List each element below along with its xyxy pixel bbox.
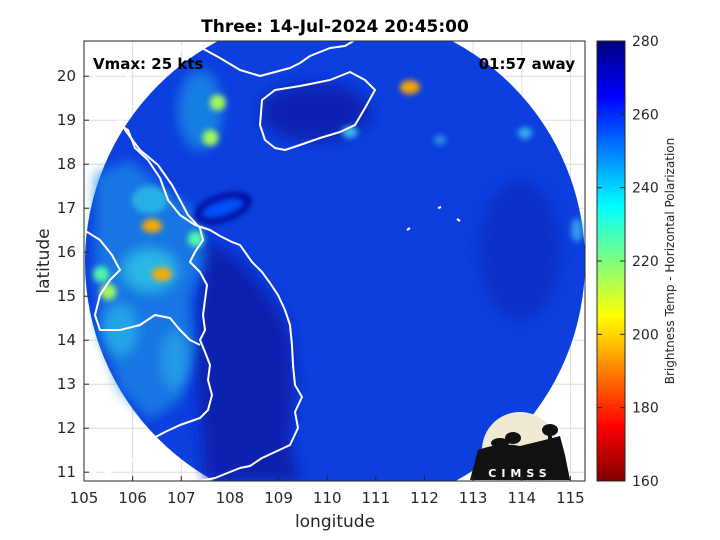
- x-axis-label: longitude: [295, 512, 375, 532]
- swath-dark-gulf: [260, 82, 370, 142]
- swath-cyan-patch-e: [132, 186, 168, 214]
- swath-cyan-patch-g: [518, 127, 532, 139]
- swath-cyan-patch-i: [571, 218, 583, 242]
- islet-c: [456, 218, 461, 222]
- colorbar-tick-label: 200: [632, 327, 659, 343]
- x-axis-ticks: 105 106 107 108 109 110 111 112 113 114 115: [70, 476, 585, 507]
- border-laos-vietnam: [84, 69, 213, 441]
- cimss-logo: CIMSS: [470, 412, 570, 481]
- colorbar-tick-label: 180: [632, 401, 659, 417]
- x-tick-label: 108: [216, 489, 245, 507]
- swath-dark-east: [480, 180, 560, 320]
- colorbar-label: Brightness Temp - Horizontal Polarizatio…: [663, 138, 677, 385]
- logo-tower-tank: [542, 424, 558, 436]
- swath-feature: [201, 197, 244, 219]
- colorbar-ticks: 280 260 240 220 200 180 160: [597, 34, 659, 490]
- islet-b: [437, 206, 442, 209]
- y-tick-label: 19: [57, 111, 76, 129]
- x-tick-label: 114: [507, 489, 536, 507]
- x-tick-label: 107: [167, 489, 196, 507]
- x-tick-label: 112: [410, 489, 439, 507]
- coastline-northwest: [84, 41, 131, 125]
- coastline-hainan: [259, 71, 376, 151]
- x-tick-label: 106: [118, 489, 147, 507]
- colorbar-tick-label: 280: [632, 34, 659, 50]
- y-tick-label: 16: [57, 243, 76, 261]
- swath-cyan-patch-c: [161, 330, 189, 390]
- y-tick-label: 20: [57, 67, 76, 85]
- x-tick-label: 115: [556, 489, 585, 507]
- y-axis-ticks: 11 12 13 14 15 16 17 18 19 20: [57, 67, 89, 481]
- logo-dish-left: [491, 438, 509, 448]
- map-title: Three: 14-Jul-2024 20:45:00: [201, 17, 469, 37]
- swath-dark-coastal-band: [195, 238, 300, 481]
- logo-text: CIMSS: [488, 467, 551, 480]
- coastline-gulf-of-tonkin: [117, 123, 303, 481]
- y-tick-label: 17: [57, 199, 76, 217]
- x-tick-label: 113: [459, 489, 488, 507]
- swath-feature: [151, 267, 172, 282]
- y-tick-label: 13: [57, 375, 76, 393]
- swath-features: [93, 80, 420, 300]
- y-tick-label: 14: [57, 331, 76, 349]
- x-tick-label: 109: [264, 489, 293, 507]
- islet-a: [406, 227, 411, 231]
- border-cambodia: [84, 444, 151, 476]
- plot-area: CIMSS Vmax: 25 kts 01:57 away: [84, 41, 585, 481]
- swath-feature: [209, 94, 226, 111]
- coastlines: [84, 41, 461, 481]
- x-tick-label: 110: [313, 489, 342, 507]
- plot-frame: [83, 40, 586, 482]
- y-tick-label: 11: [57, 463, 76, 481]
- swath-feature: [202, 129, 219, 146]
- swath-cyan-patch-h: [434, 135, 446, 145]
- border-laos-thailand: [84, 229, 201, 346]
- coastline-mainland: [167, 41, 356, 77]
- colorbar-tick-label: 160: [632, 474, 659, 490]
- colorbar-tick-label: 240: [632, 181, 659, 197]
- swath-feature: [399, 80, 420, 95]
- y-tick-label: 18: [57, 155, 76, 173]
- y-axis-label: latitude: [34, 228, 54, 293]
- x-tick-label: 105: [70, 489, 99, 507]
- colorbar-tick-label: 220: [632, 254, 659, 270]
- swath-feature: [142, 218, 163, 233]
- logo-tower-leg: [548, 434, 552, 454]
- colorbar-tick-label: 260: [632, 107, 659, 123]
- y-tick-label: 15: [57, 287, 76, 305]
- logo-dish-right: [505, 432, 521, 444]
- swath-feature: [93, 266, 110, 283]
- y-tick-label: 12: [57, 419, 76, 437]
- vmax-annotation: Vmax: 25 kts: [93, 55, 203, 73]
- x-tick-label: 111: [362, 489, 391, 507]
- time-away-annotation: 01:57 away: [479, 55, 576, 73]
